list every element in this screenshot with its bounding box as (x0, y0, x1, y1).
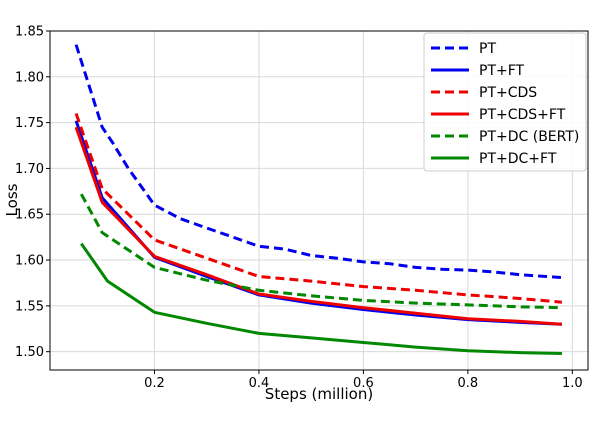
series-line-pt-dc-bert (79, 193, 562, 310)
y-tick-label: 1.80 (15, 70, 44, 85)
series-line-pt-cds (74, 113, 563, 304)
x-tick-label: 0.8 (458, 376, 479, 391)
x-axis-label: Steps (million) (265, 385, 373, 403)
legend-label-pt-ft: PT+FT (479, 63, 525, 79)
legend-label-pt-cds: PT+CDS (479, 85, 537, 101)
series-line-pt (74, 44, 562, 279)
legend-label-pt-dc-bert: PT+DC (BERT) (479, 129, 579, 145)
y-tick-label: 1.55 (15, 299, 44, 314)
x-tick-label: 0.6 (353, 376, 374, 391)
axis-ticks: 0.2 0.4 0.6 0.8 1.0 1.50 1.55 1.60 1.65 1.70 1.75 1… (15, 25, 583, 392)
x-tick-label: 1.0 (562, 376, 583, 391)
y-axis-label: Loss (3, 183, 21, 216)
legend: PT PT+FT PT+CDS PT+CDS+FT PT+DC (BERT) PT+DC+… (423, 32, 587, 172)
plot-frame (49, 30, 589, 371)
y-tick-label: 1.75 (15, 116, 44, 131)
y-tick-label: 1.85 (15, 25, 44, 40)
series-line-pt-cds-ft (74, 126, 563, 326)
series-line-pt-dc-ft (80, 242, 562, 355)
x-tick-label: 0.4 (249, 376, 270, 391)
legend-label-pt-cds-ft: PT+CDS+FT (479, 107, 566, 123)
y-tick-label: 1.65 (15, 208, 44, 223)
y-tick-label: 1.70 (15, 162, 44, 177)
y-tick-label: 1.60 (15, 254, 44, 269)
y-tick-label: 1.50 (15, 345, 44, 360)
x-tick-label: 0.2 (144, 376, 165, 391)
legend-label-pt: PT (479, 41, 496, 57)
legend-label-pt-dc-ft: PT+DC+FT (479, 151, 557, 167)
series-lines (74, 44, 563, 355)
